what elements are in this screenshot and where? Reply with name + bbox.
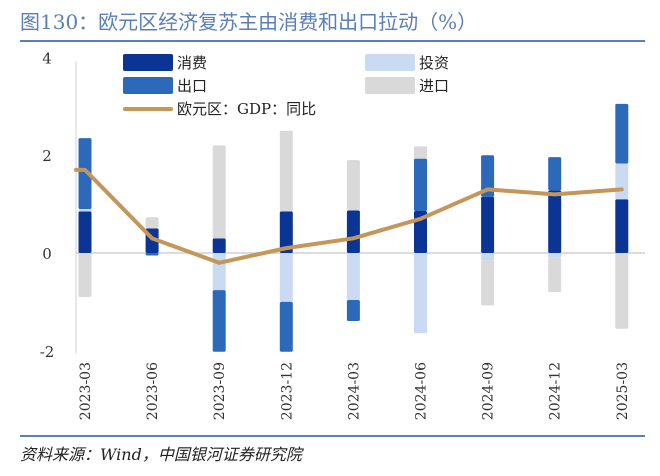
legend-label: 消费 (177, 54, 208, 72)
bar-进口 (145, 217, 159, 229)
bar-投资 (414, 253, 427, 334)
x-tick-label: 2023-12 (279, 362, 295, 420)
bar-消费 (346, 210, 360, 253)
bar-投资 (279, 253, 293, 302)
bar-消费 (279, 211, 293, 253)
bar-消费 (481, 196, 495, 253)
y-tick-label: 2 (42, 147, 52, 165)
legend-label: 出口 (177, 77, 208, 95)
bar-投资 (346, 253, 360, 300)
x-tick-label: 2023-03 (78, 362, 94, 420)
bar-出口 (548, 157, 562, 191)
bar-出口 (145, 253, 159, 256)
legend-label: 投资 (419, 54, 450, 72)
bar-出口 (615, 103, 629, 164)
legend-swatch (123, 54, 173, 71)
bar-消费 (548, 190, 562, 253)
bar-出口 (414, 158, 427, 211)
bar-出口 (78, 138, 92, 209)
bar-出口 (279, 301, 293, 352)
legend-label: 欧元区：GDP：同比 (177, 100, 317, 118)
legend-item-consumption: 消费 (123, 52, 207, 73)
x-tick-label: 2023-06 (145, 362, 161, 420)
bar-进口 (279, 130, 293, 212)
chart-title: 图130：欧元区经济复苏主由消费和出口拉动（%） (20, 10, 478, 34)
bar-进口 (548, 257, 562, 293)
bar-出口 (346, 299, 360, 321)
legend-item-exports: 出口 (123, 75, 207, 96)
legend-swatch (365, 54, 415, 71)
legend-swatch (365, 77, 415, 94)
source-note: 资料来源：Wind，中国银河证券研究院 (20, 445, 302, 464)
gdp-line (74, 167, 624, 265)
legend-item-investment: 投资 (365, 52, 449, 73)
bar-消费 (615, 199, 629, 253)
bar-进口 (78, 253, 92, 298)
y-tick-label: -2 (40, 343, 55, 361)
legend-item-gdp: 欧元区：GDP：同比 (123, 98, 316, 119)
bar-投资 (548, 253, 562, 258)
legend-swatch (123, 77, 173, 94)
y-tick-label: 0 (42, 245, 52, 263)
x-tick-label: 2024-09 (481, 362, 497, 420)
bar-投资 (481, 253, 495, 261)
bar-消费 (212, 238, 226, 253)
bar-进口 (212, 145, 226, 239)
bar-投资 (78, 208, 92, 212)
x-tick-label: 2024-06 (414, 362, 430, 420)
bar-出口 (212, 290, 226, 352)
bar-进口 (615, 253, 629, 329)
legend-item-imports: 进口 (365, 75, 449, 96)
bar-进口 (346, 160, 360, 211)
bar-出口 (481, 155, 495, 197)
legend-label: 进口 (419, 77, 450, 95)
bar-进口 (414, 146, 427, 159)
bar-投资 (212, 253, 226, 291)
bar-消费 (78, 211, 92, 253)
y-tick-label: 4 (42, 49, 52, 67)
source-divider (20, 435, 645, 437)
x-tick-label: 2023-09 (212, 362, 228, 420)
legend-line (123, 106, 173, 111)
bar-消费 (414, 210, 427, 253)
x-tick-label: 2024-12 (548, 362, 564, 420)
bar-消费 (145, 228, 159, 253)
bar-投资 (615, 163, 629, 200)
bar-进口 (481, 260, 495, 306)
title-divider (20, 40, 645, 42)
x-tick-label: 2024-03 (346, 362, 362, 420)
x-tick-label: 2025-03 (615, 362, 631, 420)
